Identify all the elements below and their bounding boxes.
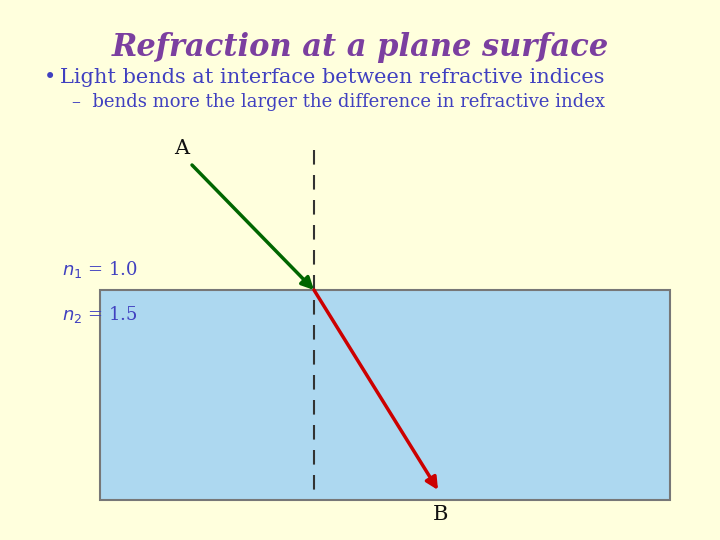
Text: A: A bbox=[174, 139, 189, 158]
Text: Light bends at interface between refractive indices: Light bends at interface between refract… bbox=[60, 68, 605, 87]
Text: •: • bbox=[44, 68, 56, 87]
Text: $n_1$ = 1.0: $n_1$ = 1.0 bbox=[62, 259, 138, 280]
Text: B: B bbox=[432, 505, 448, 524]
Text: $n_2$ = 1.5: $n_2$ = 1.5 bbox=[62, 304, 138, 325]
Text: Refraction at a plane surface: Refraction at a plane surface bbox=[112, 32, 608, 63]
Text: –  bends more the larger the difference in refractive index: – bends more the larger the difference i… bbox=[72, 93, 605, 111]
Bar bbox=[100, 290, 670, 500]
